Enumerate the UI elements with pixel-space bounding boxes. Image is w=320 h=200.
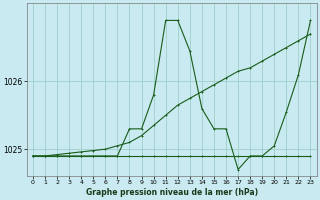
X-axis label: Graphe pression niveau de la mer (hPa): Graphe pression niveau de la mer (hPa) bbox=[86, 188, 258, 197]
